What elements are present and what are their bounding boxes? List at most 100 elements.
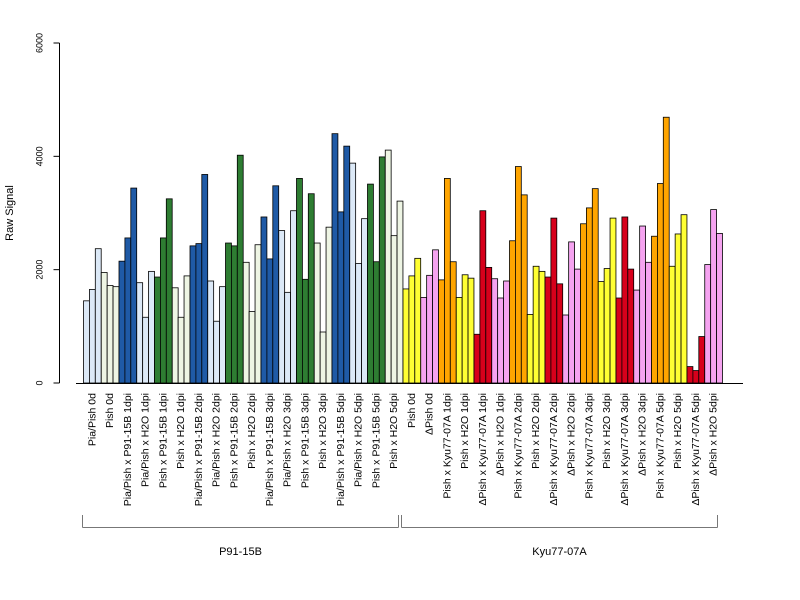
bar	[686, 366, 694, 384]
x-tick-label: ΔPish x H2O 3dpi	[637, 393, 649, 476]
bar	[449, 261, 457, 384]
bar	[633, 289, 641, 384]
bar	[378, 156, 386, 384]
bar	[301, 278, 309, 384]
bar	[355, 263, 362, 384]
bar	[183, 275, 191, 384]
bar	[207, 280, 215, 384]
x-tick-label: Pia/Pish x H2O 3dpi	[282, 393, 294, 487]
bar	[159, 237, 167, 384]
bar	[307, 193, 315, 384]
x-tick-label: ΔPish x Kyu77-07A 2dpi	[548, 393, 560, 506]
bar	[710, 209, 717, 384]
bar	[674, 233, 682, 384]
bar	[236, 154, 244, 384]
bar	[420, 297, 428, 384]
bar	[337, 211, 345, 384]
bar	[568, 241, 575, 384]
bar	[532, 265, 540, 384]
bar	[100, 272, 108, 384]
bar	[680, 214, 688, 384]
y-tick-label: 6000	[35, 33, 45, 53]
bar	[402, 288, 410, 384]
x-tick-label: Pia/Pish x H2O 1dpi	[140, 393, 152, 487]
bar	[266, 258, 274, 384]
x-tick-label: Pish x H2O 2dpi	[246, 393, 258, 469]
y-axis: 0 2000 4000 6000	[35, 33, 60, 386]
bar	[118, 260, 126, 384]
x-tick-label: Pish x P91-15B 2dpi	[228, 393, 240, 488]
bar	[284, 291, 291, 384]
bar	[662, 116, 670, 384]
x-tick-label: Pish x H2O 3dpi	[317, 393, 329, 469]
bar	[124, 237, 132, 384]
bar	[390, 235, 398, 384]
bar	[272, 185, 280, 384]
bar	[225, 242, 232, 384]
bar	[467, 277, 475, 384]
x-tick-label: Pish x H2O 3dpi	[601, 393, 613, 469]
bar	[509, 240, 516, 384]
bar	[89, 289, 96, 384]
bar	[343, 145, 351, 384]
x-tick-label: Pish x Kyu77-07A 2dpi	[512, 393, 524, 499]
bar	[112, 286, 120, 384]
x-tick-label: Pish x P91-15B 5dpi	[370, 393, 382, 488]
bar	[367, 183, 374, 384]
bar	[142, 316, 149, 384]
x-tick-label: Pish x H2O 2dpi	[530, 393, 542, 469]
bar	[591, 188, 599, 384]
bar	[503, 280, 510, 384]
bar	[319, 331, 327, 384]
x-tick-label: ΔPish x H2O 2dpi	[566, 393, 578, 476]
x-tick-label: ΔPish x Kyu77-07A 5dpi	[690, 393, 702, 506]
bar	[248, 311, 256, 384]
x-tick-label: ΔPish x Kyu77-07A 3dpi	[619, 393, 631, 506]
bar	[704, 264, 712, 384]
x-tick-label: ΔPish x H2O 1dpi	[495, 393, 507, 476]
bar	[526, 314, 534, 384]
bar	[651, 235, 658, 384]
bar	[562, 314, 570, 384]
x-tick-label: Pia/Pish x P91-15B 2dpi	[193, 393, 205, 506]
x-tick-label: Pia/Pish x P91-15B 3dpi	[264, 393, 276, 506]
bar	[639, 225, 646, 384]
y-tick-label: 2000	[35, 260, 45, 280]
bar	[520, 194, 528, 384]
bar	[177, 316, 185, 384]
bar	[609, 217, 617, 384]
bar	[544, 276, 552, 384]
x-tick-label: Pish 0d	[104, 393, 116, 428]
y-tick-label: 4000	[35, 146, 45, 166]
bar	[716, 232, 723, 384]
bar	[443, 178, 451, 384]
bar	[260, 216, 268, 384]
bar	[692, 370, 700, 384]
bar	[657, 183, 664, 384]
bar	[497, 297, 504, 384]
bar	[491, 278, 499, 384]
bar	[515, 166, 522, 384]
bar	[201, 174, 209, 384]
bar	[621, 216, 629, 384]
x-tick-label: Pish x Kyu77-07A 3dpi	[583, 393, 595, 499]
bar	[130, 187, 138, 384]
bar	[165, 198, 173, 384]
group-label: Kyu77-07A	[532, 546, 587, 558]
bar	[384, 149, 392, 384]
bar	[230, 245, 238, 384]
bar	[189, 245, 197, 384]
bar	[290, 210, 297, 384]
x-tick-label: Pish x H2O 1dpi	[175, 393, 187, 469]
x-tick-labels: Pia/Pish 0d Pish 0d Pia/Pish x P91-15B 1dp…	[86, 393, 719, 506]
x-tick-label: Pia/Pish x P91-15B 1dpi	[122, 393, 134, 506]
x-tick-label: Pish x Kyu77-07A 1dpi	[441, 393, 453, 499]
bar	[645, 261, 652, 384]
bar	[213, 320, 220, 384]
bar	[586, 207, 593, 384]
x-tick-label: Pia/Pish x P91-15B 5dpi	[335, 393, 347, 506]
group-label: P91-15B	[219, 546, 262, 558]
x-tick-label: Pish x H2O 1dpi	[459, 393, 471, 469]
bar	[668, 265, 676, 384]
